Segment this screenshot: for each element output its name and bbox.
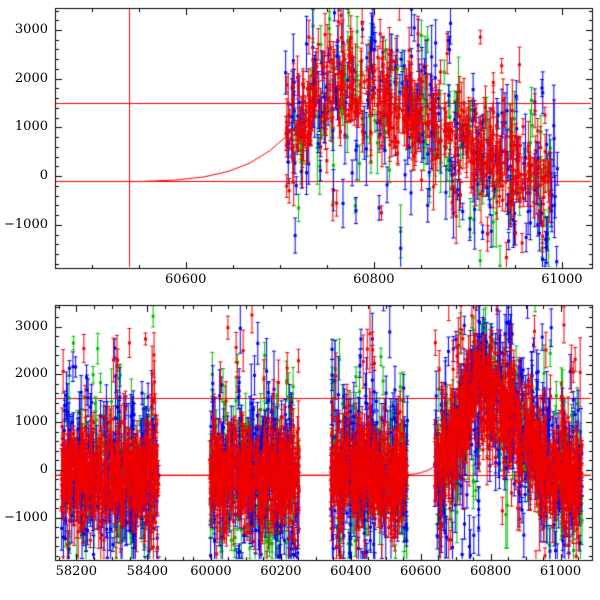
light-curve-canvas (0, 0, 600, 600)
light-curve-figure: 60600 60800 61000 −1000 0 1000 2000 3000 58200 58… (0, 0, 600, 600)
